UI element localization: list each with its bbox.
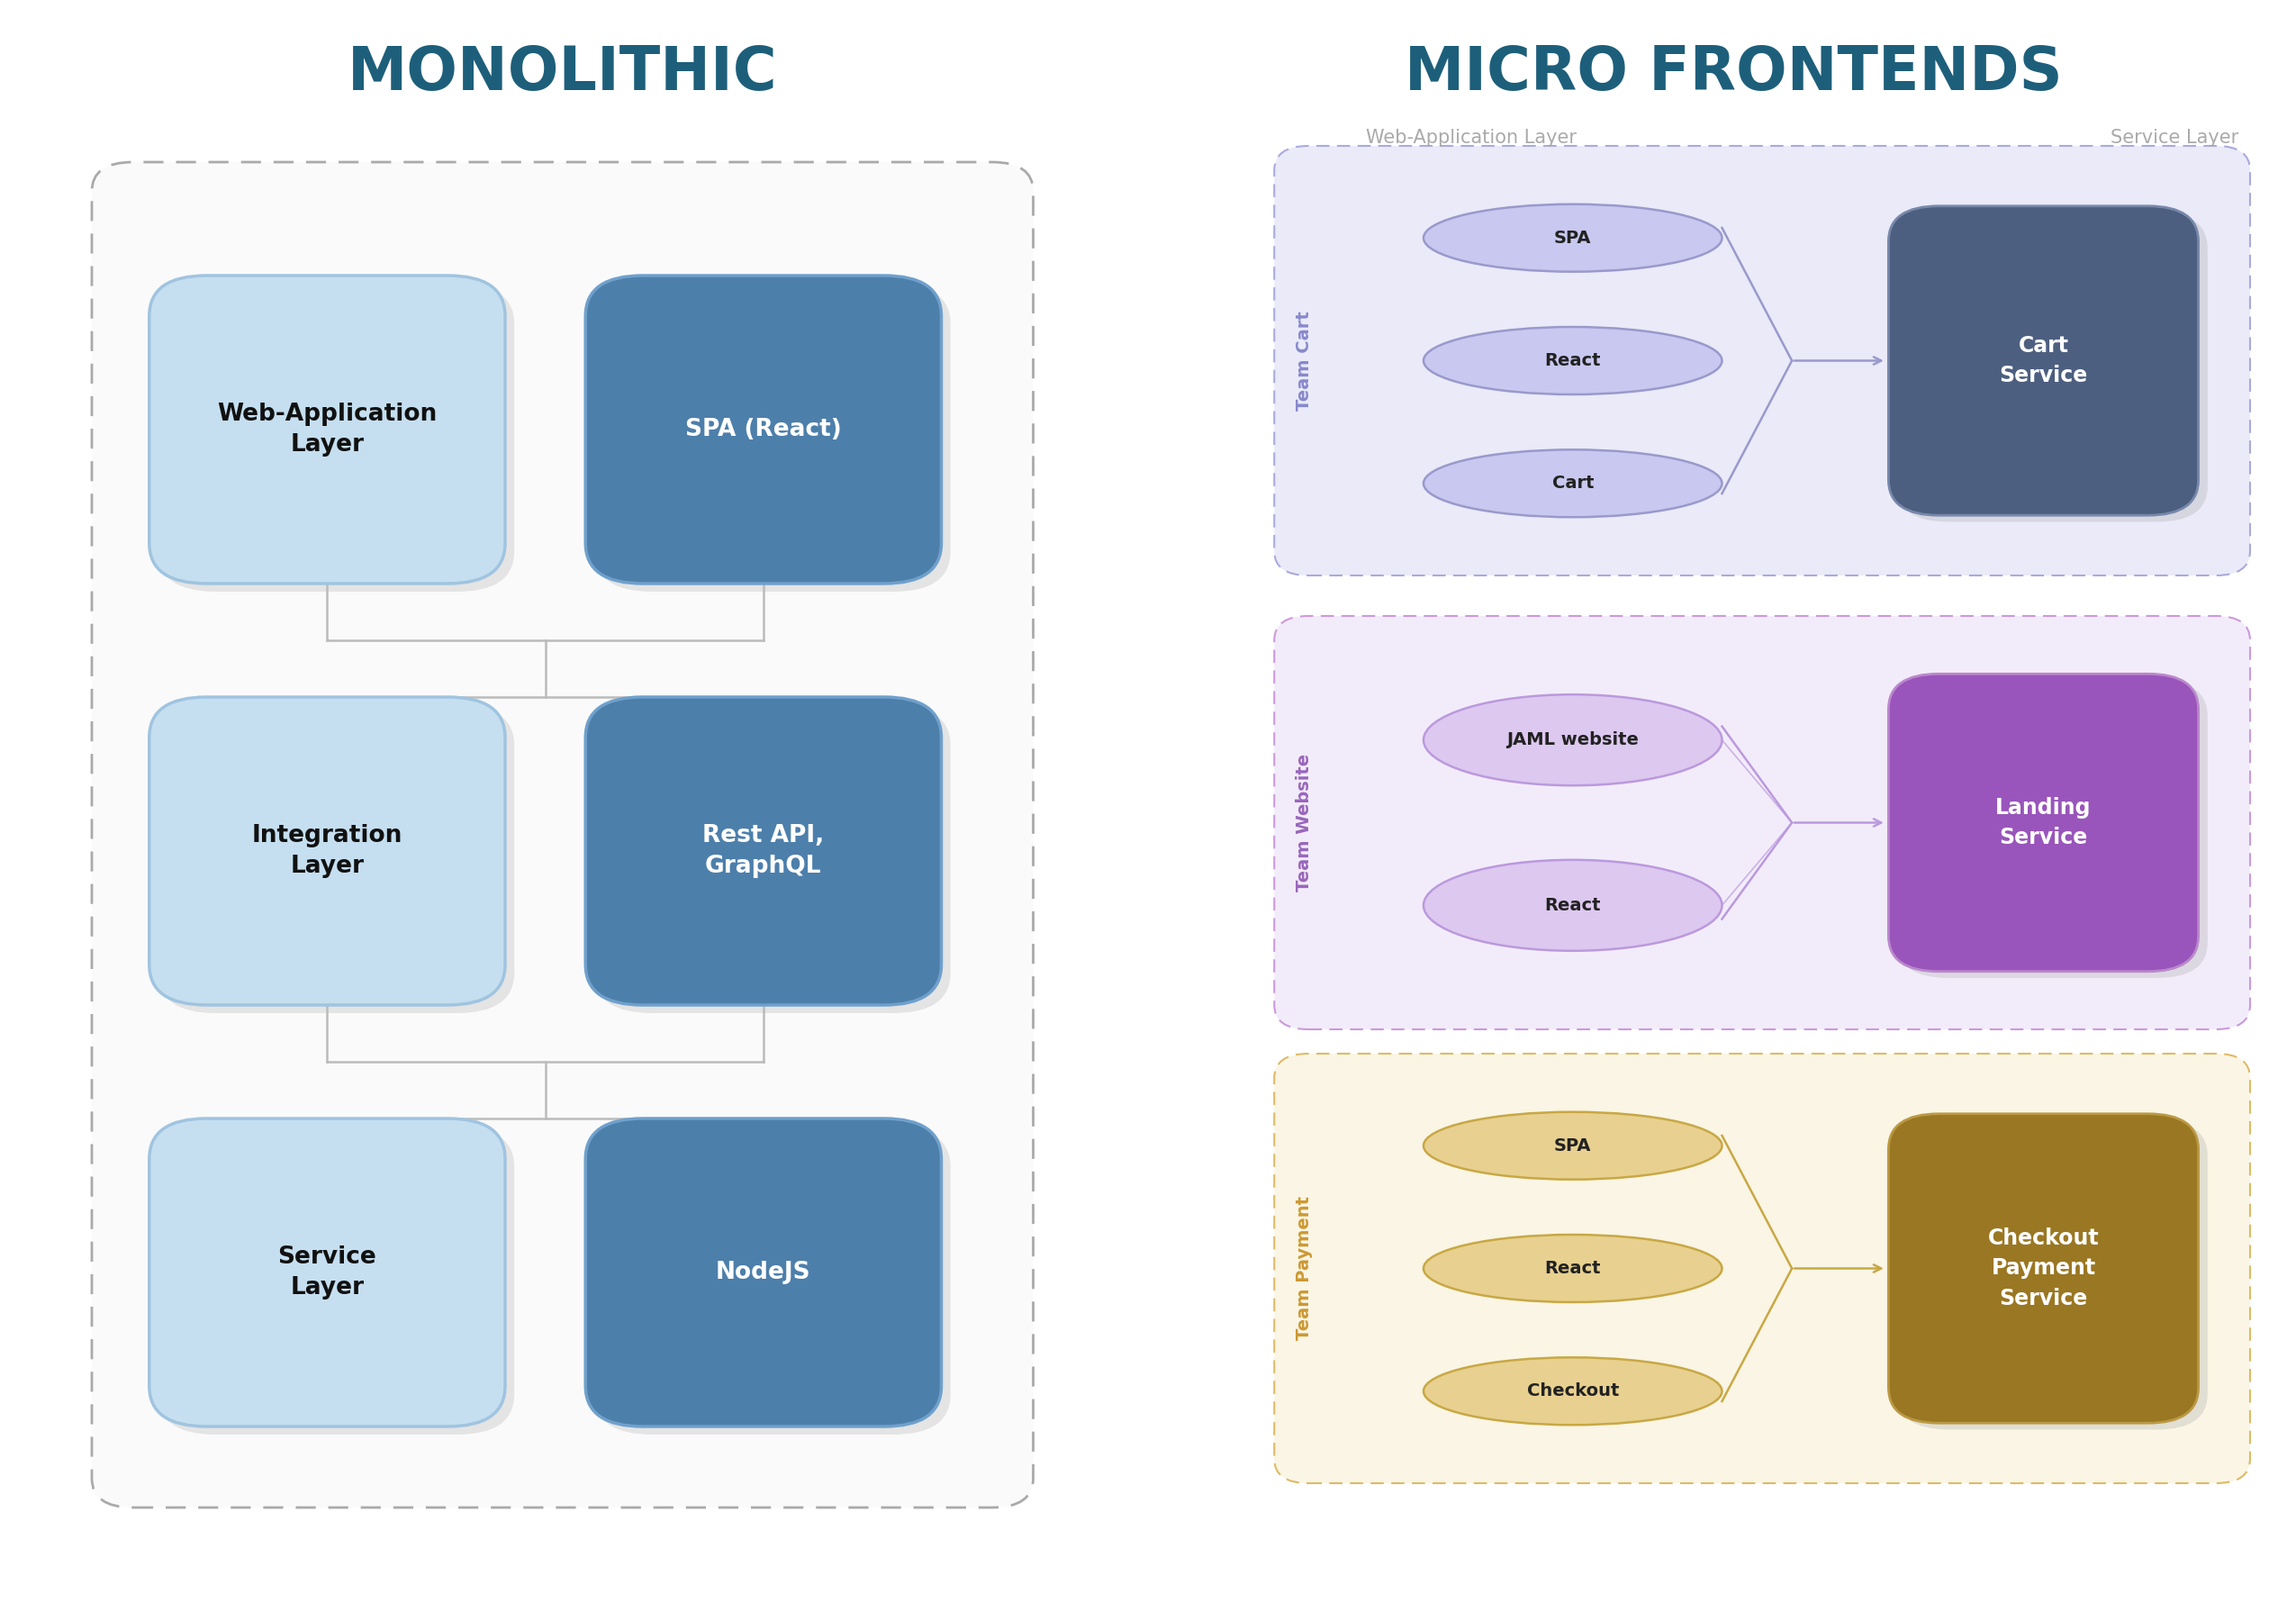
Ellipse shape	[1424, 1235, 1722, 1302]
Text: Cart
Service: Cart Service	[2000, 336, 2087, 386]
FancyBboxPatch shape	[585, 697, 941, 1005]
FancyBboxPatch shape	[158, 284, 514, 592]
Text: Landing
Service: Landing Service	[1995, 798, 2092, 848]
Text: MICRO FRONTENDS: MICRO FRONTENDS	[1405, 44, 2062, 102]
Text: React: React	[1545, 896, 1600, 914]
FancyBboxPatch shape	[1896, 212, 2209, 522]
FancyBboxPatch shape	[149, 1118, 505, 1426]
Text: SPA: SPA	[1554, 230, 1591, 246]
Text: Service
Layer: Service Layer	[278, 1245, 377, 1300]
Ellipse shape	[1424, 1112, 1722, 1180]
Text: Team Cart: Team Cart	[1295, 311, 1313, 410]
Text: JAML website: JAML website	[1506, 731, 1639, 749]
Text: SPA: SPA	[1554, 1138, 1591, 1154]
FancyBboxPatch shape	[1887, 674, 2197, 971]
FancyBboxPatch shape	[158, 705, 514, 1013]
Text: Cart: Cart	[1552, 475, 1593, 491]
Text: Rest API,
GraphQL: Rest API, GraphQL	[703, 823, 824, 879]
Ellipse shape	[1424, 449, 1722, 517]
FancyBboxPatch shape	[585, 1118, 941, 1426]
Text: Team Payment: Team Payment	[1295, 1196, 1313, 1341]
FancyBboxPatch shape	[1274, 1054, 2250, 1483]
Text: Checkout
Payment
Service: Checkout Payment Service	[1988, 1227, 2099, 1310]
FancyBboxPatch shape	[1274, 146, 2250, 575]
FancyBboxPatch shape	[1896, 1120, 2209, 1430]
FancyBboxPatch shape	[585, 276, 941, 584]
Text: MONOLITHIC: MONOLITHIC	[347, 44, 778, 102]
Ellipse shape	[1424, 327, 1722, 394]
Text: React: React	[1545, 1260, 1600, 1277]
FancyBboxPatch shape	[595, 705, 951, 1013]
FancyBboxPatch shape	[149, 697, 505, 1005]
Text: NodeJS: NodeJS	[716, 1261, 810, 1284]
Text: SPA (React): SPA (React)	[684, 418, 843, 441]
Text: Service Layer: Service Layer	[2110, 128, 2239, 148]
FancyBboxPatch shape	[595, 1127, 951, 1435]
Text: Checkout: Checkout	[1527, 1383, 1619, 1399]
Text: React: React	[1545, 352, 1600, 370]
Ellipse shape	[1424, 859, 1722, 952]
FancyBboxPatch shape	[92, 162, 1033, 1508]
FancyBboxPatch shape	[158, 1127, 514, 1435]
FancyBboxPatch shape	[595, 284, 951, 592]
Text: Web-Application
Layer: Web-Application Layer	[218, 402, 436, 457]
FancyBboxPatch shape	[1896, 681, 2209, 977]
FancyBboxPatch shape	[1274, 616, 2250, 1029]
Ellipse shape	[1424, 694, 1722, 786]
FancyBboxPatch shape	[1887, 206, 2197, 515]
Ellipse shape	[1424, 204, 1722, 272]
FancyBboxPatch shape	[149, 276, 505, 584]
Text: Web-Application Layer: Web-Application Layer	[1366, 128, 1577, 148]
FancyBboxPatch shape	[1887, 1114, 2197, 1423]
Ellipse shape	[1424, 1357, 1722, 1425]
Text: Integration
Layer: Integration Layer	[253, 823, 402, 879]
Text: Team Website: Team Website	[1295, 754, 1313, 892]
